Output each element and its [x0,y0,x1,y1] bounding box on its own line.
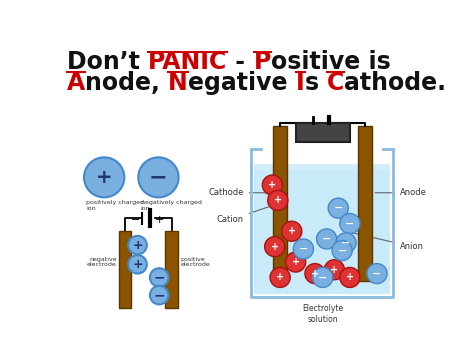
Circle shape [313,267,333,288]
Circle shape [138,157,179,197]
Text: positive
electrode: positive electrode [180,257,210,267]
Text: Anion: Anion [349,232,424,251]
Text: athode.: athode. [344,71,446,94]
Text: A: A [67,71,85,94]
Circle shape [332,240,352,261]
Circle shape [293,239,313,259]
Text: C: C [327,71,344,94]
Text: −: − [299,244,308,254]
Text: ositive is: ositive is [271,50,391,74]
Circle shape [324,260,345,280]
Text: +: + [268,180,276,190]
Text: +: + [155,215,164,225]
Bar [119,231,131,308]
Text: −: − [322,234,331,244]
Circle shape [150,268,169,287]
Circle shape [270,267,290,288]
Bar [296,123,350,142]
Text: Anode: Anode [375,188,427,197]
Circle shape [128,236,147,254]
Text: +: + [346,272,354,283]
Circle shape [336,233,356,253]
Text: PANIC: PANIC [148,50,228,74]
Text: -: - [228,50,254,74]
Text: positively charged
ion: positively charged ion [86,201,145,211]
Text: I: I [296,71,305,94]
Circle shape [340,267,360,288]
Text: N: N [168,71,188,94]
Text: −: − [154,288,165,302]
Circle shape [367,264,387,284]
Text: +: + [292,257,300,267]
Text: negatively charged
ion: negatively charged ion [141,201,201,211]
Text: −: − [334,203,343,213]
Circle shape [282,221,302,241]
Circle shape [285,252,306,272]
Text: Cation: Cation [217,205,273,224]
Circle shape [268,190,288,211]
Bar [165,231,178,308]
Bar [358,126,373,281]
Text: node,: node, [85,71,168,94]
Text: −: − [337,246,347,256]
Circle shape [264,237,285,257]
Text: +: + [96,168,112,187]
Text: −: − [372,269,382,279]
Text: +: + [274,196,282,206]
Text: s: s [305,71,327,94]
Text: −: − [341,238,351,248]
Text: egative: egative [188,71,296,94]
Text: +: + [271,242,279,252]
Circle shape [305,264,325,284]
Text: +: + [276,272,284,283]
Circle shape [340,214,360,234]
Circle shape [150,286,169,304]
Text: −: − [154,271,165,284]
Bar [254,164,390,294]
Circle shape [328,198,348,218]
Bar [254,164,390,170]
Text: −: − [130,215,140,225]
Text: +: + [132,258,143,271]
Circle shape [262,175,283,195]
Text: Don’t: Don’t [67,50,148,74]
Bar [273,126,287,281]
Text: −: − [345,219,355,229]
Text: +: + [132,239,143,252]
Text: P: P [254,50,271,74]
Text: negative
electrode: negative electrode [87,257,117,267]
Text: Electrolyte
solution: Electrolyte solution [302,304,343,324]
Text: −: − [149,167,168,187]
Text: +: + [330,265,338,275]
Text: +: + [288,226,296,236]
Text: +: + [311,269,319,279]
Circle shape [317,229,337,249]
Text: Cathode: Cathode [209,188,270,197]
Text: −: − [318,272,328,283]
Circle shape [128,255,147,274]
Circle shape [84,157,124,197]
